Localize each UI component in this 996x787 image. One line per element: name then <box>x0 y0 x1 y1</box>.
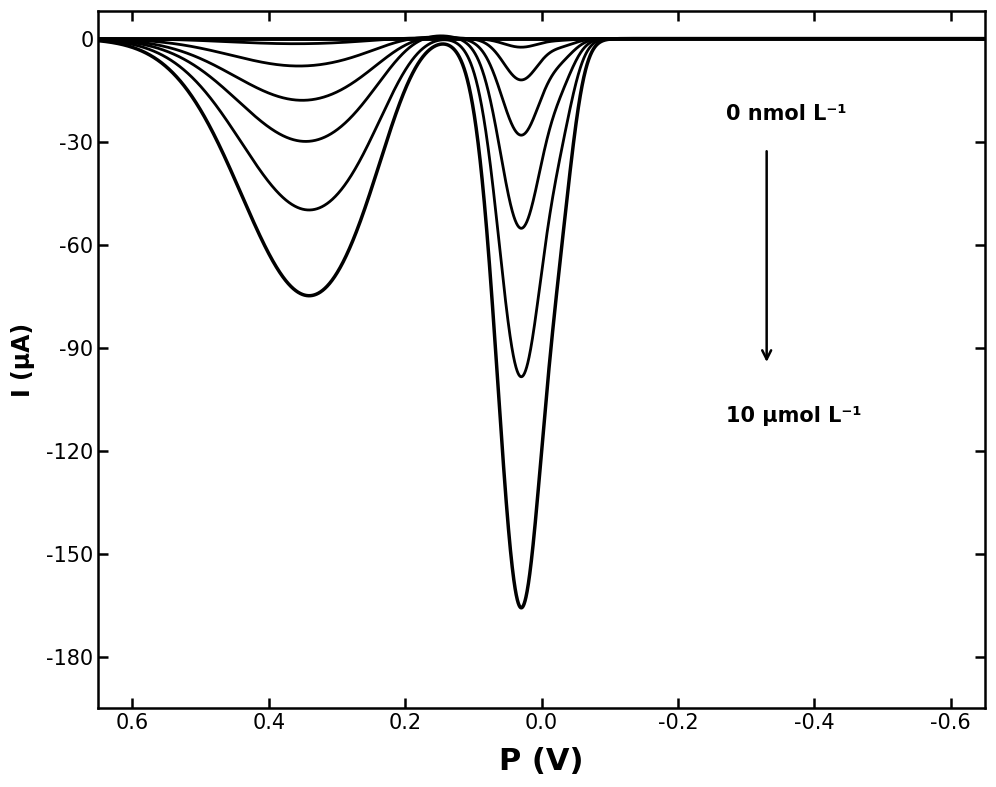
Text: 0 nmol L⁻¹: 0 nmol L⁻¹ <box>726 104 847 124</box>
Text: 10 μmol L⁻¹: 10 μmol L⁻¹ <box>726 406 862 427</box>
Y-axis label: I (μA): I (μA) <box>11 323 35 397</box>
X-axis label: P (V): P (V) <box>499 747 584 776</box>
